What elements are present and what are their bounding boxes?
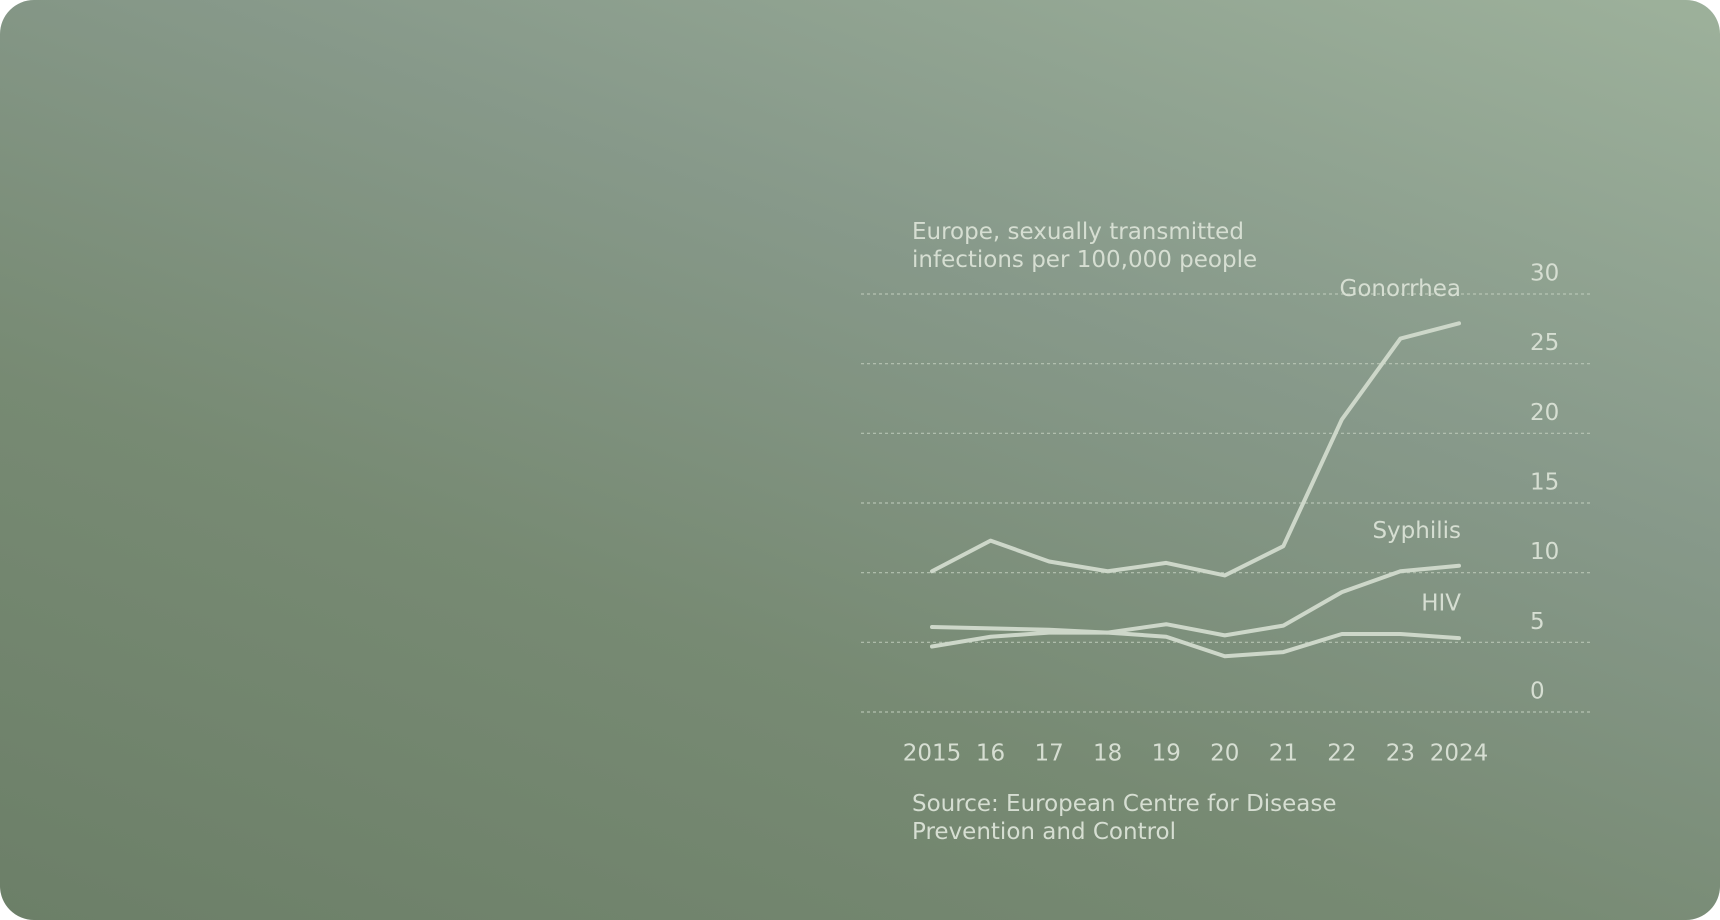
chart-title: Europe, sexually transmitted infections … — [912, 219, 1258, 273]
y-tick-label: 15 — [1530, 470, 1559, 496]
x-tick-label: 23 — [1386, 741, 1415, 767]
y-tick-label: 5 — [1530, 609, 1545, 635]
series-label: HIV — [1421, 591, 1461, 617]
series-label: Gonorrhea — [1340, 276, 1461, 302]
x-tick-label: 2015 — [903, 741, 962, 767]
y-tick-label: 10 — [1530, 539, 1559, 565]
x-tick-label: 18 — [1093, 741, 1122, 767]
x-tick-label: 22 — [1327, 741, 1356, 767]
series-label: Syphilis — [1372, 518, 1461, 544]
x-tick-label: 19 — [1152, 741, 1181, 767]
x-tick-label: 2024 — [1430, 741, 1489, 767]
y-tick-label: 0 — [1530, 679, 1545, 705]
y-tick-label: 25 — [1530, 330, 1559, 356]
chart-source: Source: European Centre for Disease Prev… — [912, 791, 1337, 845]
x-tick-label: 17 — [1034, 741, 1063, 767]
x-tick-label: 21 — [1269, 741, 1298, 767]
series-line — [930, 563, 1461, 649]
y-tick-label: 20 — [1530, 400, 1559, 426]
series-line — [930, 625, 1461, 659]
x-tick-label: 20 — [1210, 741, 1239, 767]
series-line — [930, 321, 1461, 578]
x-tick-label: 16 — [976, 741, 1005, 767]
y-tick-label: 30 — [1530, 261, 1559, 287]
